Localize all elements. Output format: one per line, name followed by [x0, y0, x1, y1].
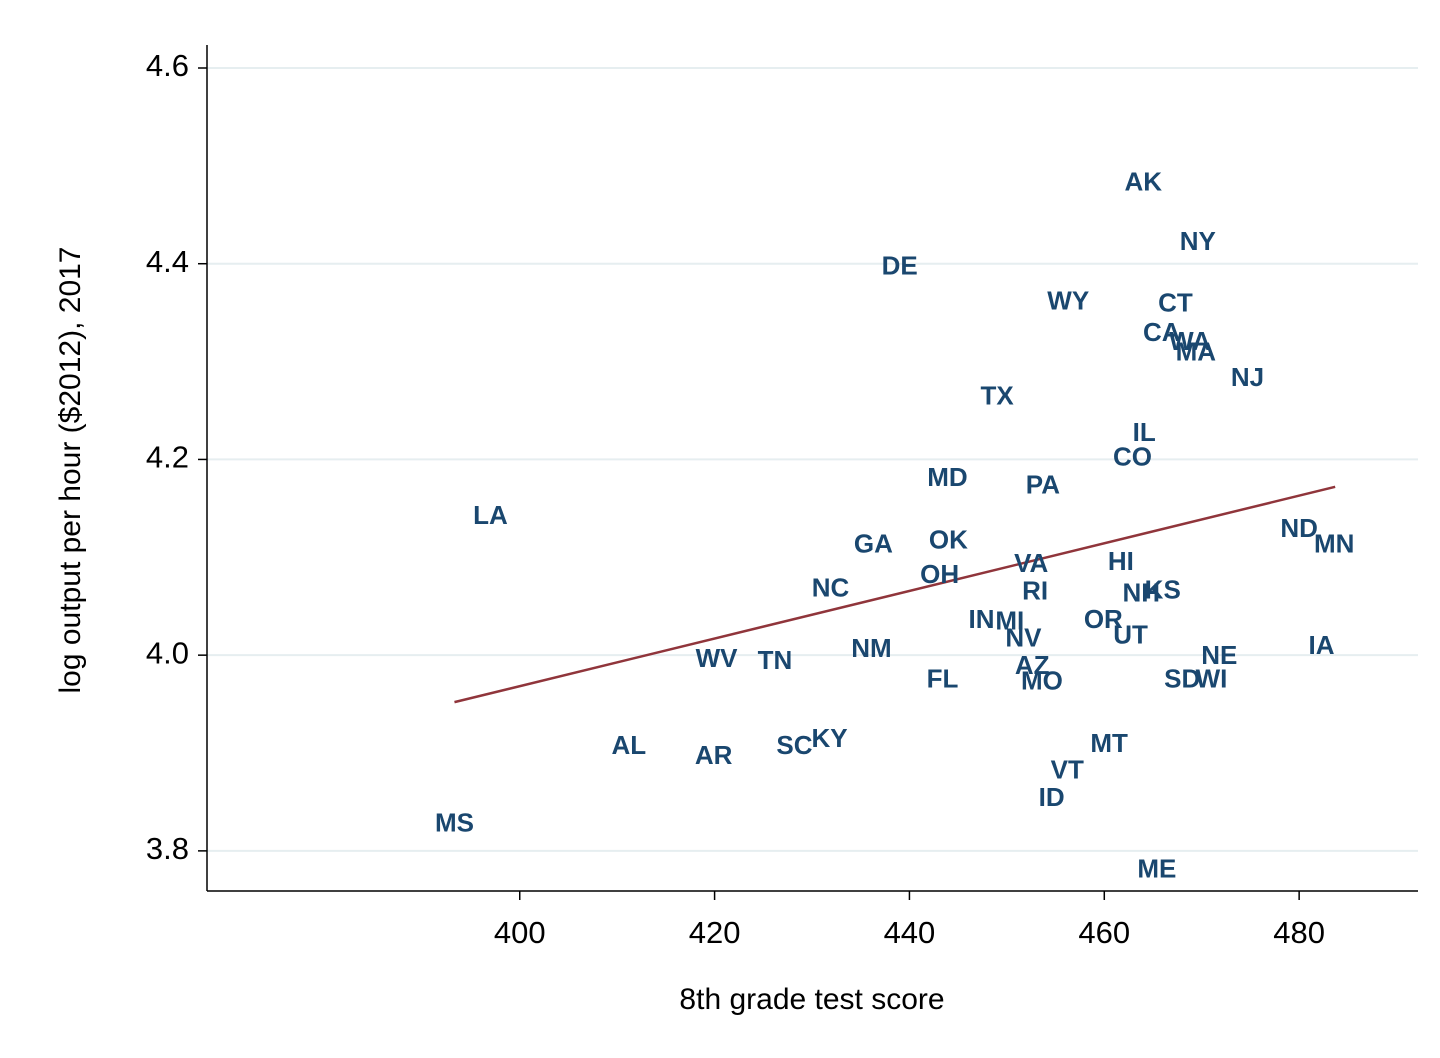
point-label: KS	[1145, 574, 1181, 604]
point-label: NV	[1005, 622, 1042, 652]
point-label: MS	[435, 807, 474, 837]
point-label: WY	[1047, 286, 1089, 316]
point-label: MI	[995, 606, 1024, 636]
point-label: HI	[1108, 546, 1134, 576]
point-label: WV	[696, 643, 739, 673]
point-label: SD	[1164, 663, 1200, 693]
point-label: AK	[1124, 166, 1162, 196]
point-label: KY	[811, 723, 847, 753]
point-label: TX	[981, 381, 1015, 411]
point-label: RI	[1022, 575, 1048, 605]
point-label: AL	[612, 730, 647, 760]
y-tick-label: 3.8	[146, 831, 189, 866]
point-label: CO	[1113, 441, 1152, 471]
point-label: SC	[776, 730, 812, 760]
point-label: PA	[1026, 470, 1060, 500]
point-label: IA	[1309, 630, 1335, 660]
point-label: LA	[473, 500, 508, 530]
point-label: NM	[851, 633, 891, 663]
point-label: VA	[1014, 548, 1048, 578]
point-label: NE	[1201, 640, 1237, 670]
x-tick-label: 420	[689, 915, 741, 950]
point-label: TN	[758, 645, 793, 675]
point-label: MN	[1314, 528, 1354, 558]
x-tick-label: 480	[1273, 915, 1325, 950]
point-label: MO	[1021, 665, 1063, 695]
point-label: MD	[927, 462, 967, 492]
point-label: AR	[695, 740, 733, 770]
point-label: NJ	[1231, 362, 1264, 392]
point-label: GA	[854, 528, 893, 558]
point-label: WI	[1196, 663, 1228, 693]
point-label: WA	[1169, 326, 1211, 356]
point-label: UT	[1113, 619, 1148, 649]
point-label: ME	[1137, 853, 1176, 883]
point-label: CT	[1158, 288, 1193, 318]
y-axis-title: log output per hour ($2012), 2017	[54, 247, 87, 694]
y-tick-label: 4.0	[146, 635, 189, 670]
point-label: NH	[1123, 577, 1161, 607]
x-axis-title: 8th grade test score	[679, 983, 944, 1016]
point-label: CA	[1143, 317, 1181, 347]
x-tick-label: 440	[884, 915, 936, 950]
point-label: FL	[927, 663, 959, 693]
x-tick-label: 460	[1078, 915, 1130, 950]
y-tick-label: 4.2	[146, 440, 189, 475]
point-label: NC	[812, 572, 850, 602]
point-label: MA	[1176, 337, 1217, 367]
fit-line	[454, 485, 1336, 704]
point-label: ID	[1039, 782, 1065, 812]
point-label: IL	[1133, 417, 1156, 447]
point-label: AZ	[1015, 650, 1050, 680]
point-label: OH	[920, 559, 959, 589]
x-tick-label: 400	[494, 915, 546, 950]
point-label: VT	[1051, 754, 1084, 784]
point-label: DE	[882, 251, 918, 281]
point-label: OK	[929, 525, 968, 555]
y-tick-label: 4.4	[146, 244, 189, 279]
point-label: IN	[969, 604, 995, 634]
point-label: OR	[1084, 604, 1123, 634]
point-label: ND	[1280, 513, 1318, 543]
point-label: NY	[1180, 226, 1216, 256]
point-label: MT	[1090, 728, 1128, 758]
y-tick-label: 4.6	[146, 48, 189, 83]
